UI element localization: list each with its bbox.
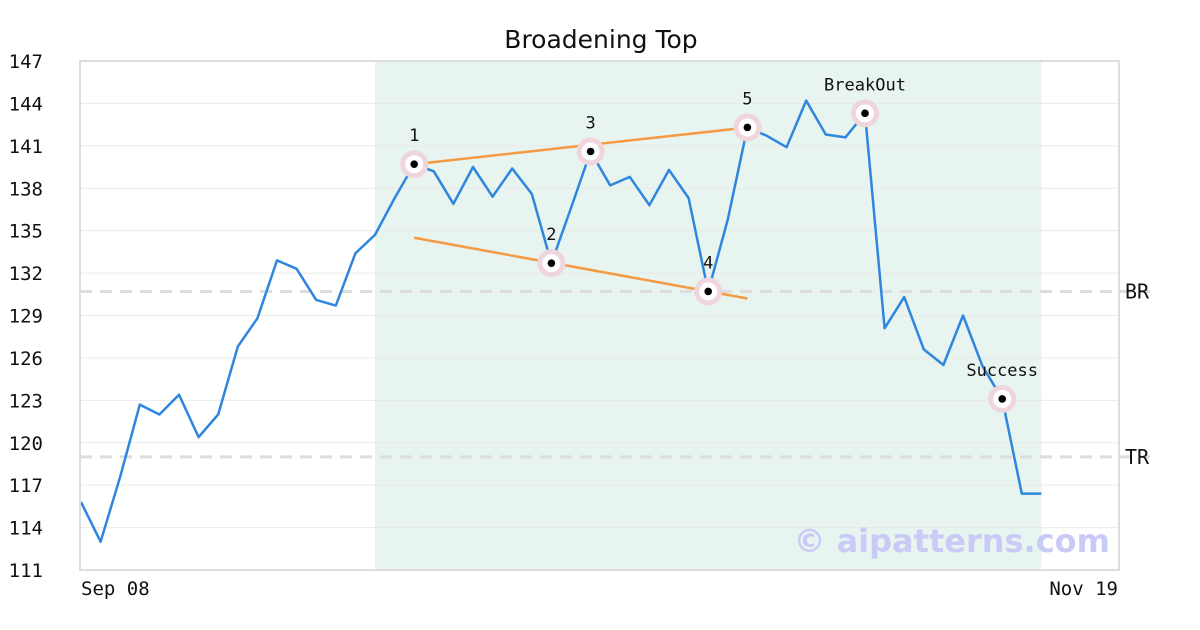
x-axis-ticks: Sep 08 Nov 19 (81, 578, 1118, 600)
price-series-layer (79, 99, 1042, 543)
pattern-point-4: 4 (694, 253, 723, 306)
y-tick-label: 111 (9, 560, 43, 582)
chart-title: Broadening Top (504, 25, 697, 54)
point-label: 5 (742, 89, 752, 109)
y-tick-label: 138 (9, 178, 43, 200)
y-tick-label: 114 (9, 518, 43, 540)
reference-label-br: BR (1125, 279, 1150, 303)
point-dot (586, 147, 595, 156)
reference-lines-layer: BR TR (80, 279, 1150, 469)
point-label: 4 (703, 253, 713, 273)
point-dot (998, 395, 1006, 403)
pattern-point-success: Success (966, 361, 1038, 413)
lower-trendline (413, 236, 748, 300)
pattern-points-layer: 1 2 3 4 5 BreakOut Success (400, 75, 1038, 413)
pattern-point-breakout: BreakOut (824, 75, 906, 128)
y-axis-ticks: 111 114 117 120 123 126 129 132 135 138 141 144 147 (9, 51, 43, 582)
point-dot (410, 160, 419, 169)
y-tick-label: 135 (9, 221, 43, 243)
y-tick-label: 132 (9, 263, 43, 285)
y-tick-label: 117 (9, 475, 43, 497)
pattern-point-3: 3 (576, 113, 605, 166)
y-tick-label: 141 (9, 136, 43, 158)
pattern-point-1: 1 (400, 126, 429, 179)
y-tick-label: 126 (9, 348, 43, 370)
x-tick-label-start: Sep 08 (81, 578, 150, 600)
watermark: © aipatterns.com (793, 522, 1110, 560)
y-tick-label: 123 (9, 390, 43, 412)
point-label: BreakOut (824, 75, 906, 95)
y-tick-label: 144 (9, 93, 43, 115)
reference-label-tr: TR (1125, 445, 1150, 469)
point-label: 2 (546, 225, 556, 245)
point-dot (704, 287, 712, 296)
plot-frame (79, 60, 1120, 571)
point-dot (743, 123, 752, 132)
y-tick-label: 147 (9, 51, 43, 73)
point-label: 3 (585, 113, 595, 133)
x-tick-label-end: Nov 19 (1049, 578, 1118, 600)
y-tick-label: 129 (9, 306, 43, 328)
price-line (79, 99, 1042, 543)
pattern-point-2: 2 (537, 225, 566, 278)
point-label: 1 (409, 126, 419, 146)
point-label: Success (966, 361, 1038, 381)
point-dot (547, 259, 556, 267)
point-dot (861, 109, 869, 118)
y-tick-label: 120 (9, 433, 43, 455)
pattern-point-5: 5 (733, 89, 762, 142)
